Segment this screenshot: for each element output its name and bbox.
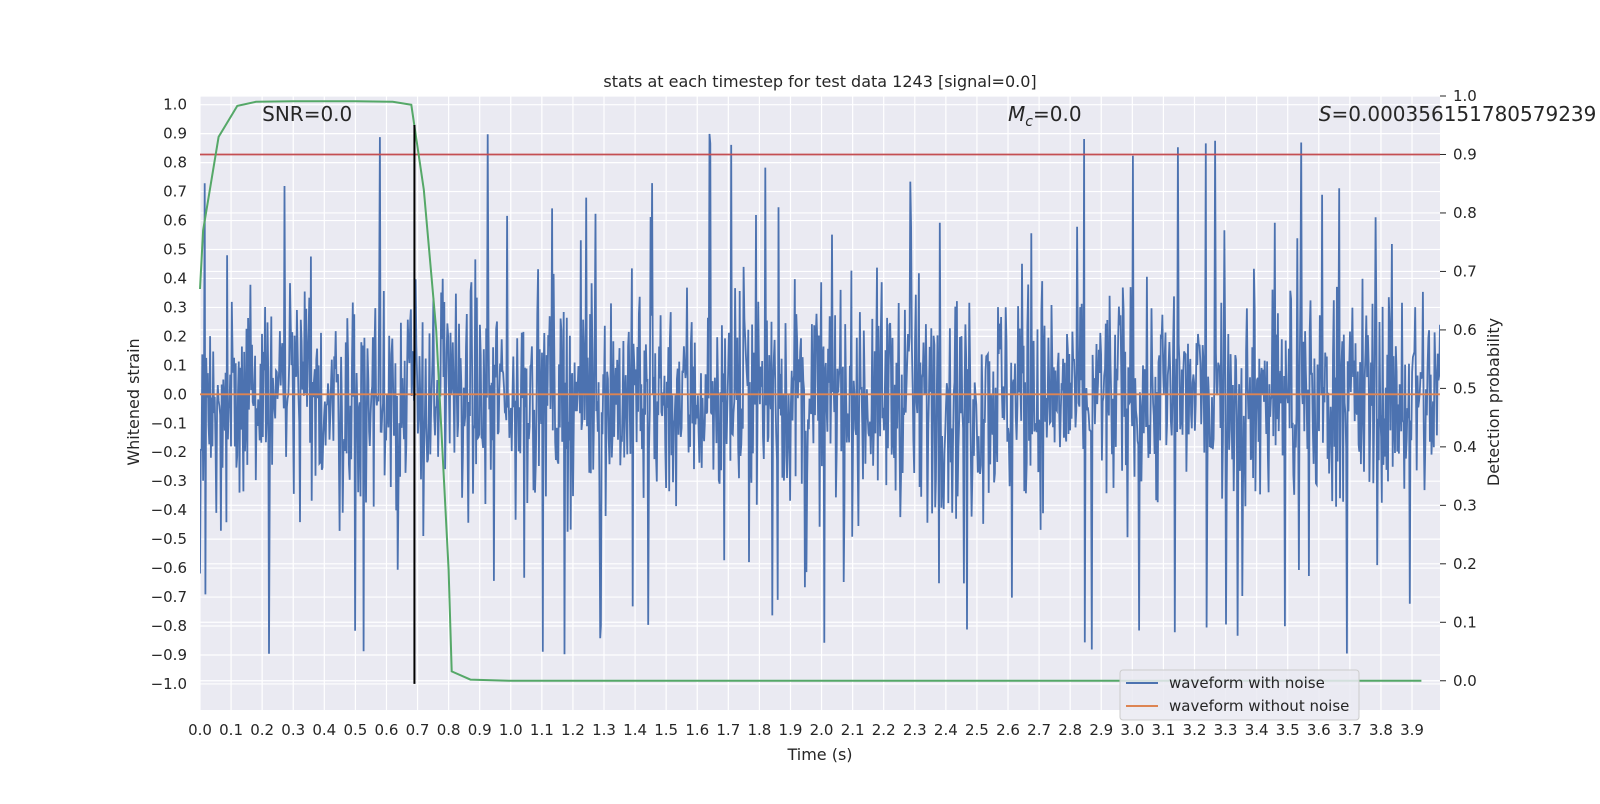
annotation-snr: SNR=0.0 <box>262 102 352 126</box>
x-tick-label: 2.8 <box>1058 721 1082 739</box>
x-tick-label: 3.6 <box>1307 721 1331 739</box>
y2-tick-label: 0.1 <box>1453 613 1477 631</box>
x-tick-label: 3.5 <box>1276 721 1300 739</box>
y-tick-label: 0.9 <box>163 125 187 143</box>
x-tick-label: 3.0 <box>1120 721 1144 739</box>
x-tick-label: 0.6 <box>375 721 399 739</box>
y-tick-label: −0.4 <box>151 501 187 519</box>
x-tick-label: 2.6 <box>996 721 1020 739</box>
x-tick-label: 0.8 <box>437 721 461 739</box>
x-tick-label: 2.4 <box>934 721 958 739</box>
y-tick-label: −0.7 <box>151 588 187 606</box>
x-tick-label: 1.6 <box>685 721 709 739</box>
x-tick-label: 3.3 <box>1214 721 1238 739</box>
x-axis-ticks: 0.0 0.1 0.2 0.3 0.4 0.5 0.6 0.7 0.8 0.9 1.0 1.1 1.2 1… <box>188 721 1424 739</box>
x-tick-label: 2.3 <box>903 721 927 739</box>
y-tick-label: −0.5 <box>151 530 187 548</box>
y2-tick-label: 0.3 <box>1453 496 1477 514</box>
y2-tick-label: 0.4 <box>1453 438 1477 456</box>
y-tick-label: −0.8 <box>151 617 187 635</box>
x-tick-label: 1.5 <box>654 721 678 739</box>
y2-tick-label: 0.2 <box>1453 555 1477 573</box>
y-tick-label: 0.6 <box>163 212 187 230</box>
x-tick-label: 0.3 <box>281 721 305 739</box>
x-tick-label: 2.0 <box>810 721 834 739</box>
x-tick-label: 0.4 <box>312 721 336 739</box>
x-tick-label: 2.5 <box>965 721 989 739</box>
x-tick-label: 0.2 <box>250 721 274 739</box>
x-tick-label: 0.5 <box>343 721 367 739</box>
y-tick-label: 0.2 <box>163 327 187 345</box>
y-tick-label: −0.6 <box>151 559 187 577</box>
annotation-chirp-mass-symbol: M <box>1008 102 1025 126</box>
legend-box <box>1119 669 1360 721</box>
annotation-chirp-mass: Mc=0.0 <box>1008 102 1082 130</box>
series-detection-probability <box>199 100 1422 682</box>
x-tick-label: 1.0 <box>499 721 523 739</box>
y-tick-label: 0.0 <box>163 385 187 403</box>
y-axis-label: Whitened strain <box>124 338 143 465</box>
x-tick-label: 1.2 <box>561 721 585 739</box>
y-tick-label: −0.9 <box>151 646 187 664</box>
annotation-score-symbol: S <box>1319 102 1332 126</box>
x-tick-label: 0.1 <box>219 721 243 739</box>
y2-tick-label: 0.9 <box>1453 145 1477 163</box>
legend-label-clean: waveform without noise <box>1169 697 1349 715</box>
x-tick-label: 3.4 <box>1245 721 1269 739</box>
y2-tick-label: 0.8 <box>1453 204 1477 222</box>
legend-label-noisy: waveform with noise <box>1169 674 1325 692</box>
annotation-score-value: =0.000356151780579239 <box>1332 102 1597 126</box>
y-tick-label: 0.5 <box>163 241 187 259</box>
annotation-score: S=0.000356151780579239 <box>1319 102 1597 126</box>
x-tick-label: 3.1 <box>1151 721 1175 739</box>
y-tick-label: 0.1 <box>163 356 187 374</box>
x-tick-label: 0.9 <box>468 721 492 739</box>
right-axis-ticks: 1.0 0.9 0.8 0.7 0.6 0.5 0.4 0.3 0.2 0.1 0.0 <box>1440 87 1477 690</box>
y-tick-label: 0.7 <box>163 183 187 201</box>
y-tick-label: −1.0 <box>151 675 187 693</box>
x-tick-label: 2.2 <box>872 721 896 739</box>
y-tick-label: −0.1 <box>151 414 187 432</box>
y2-tick-label: 1.0 <box>1453 87 1477 105</box>
x-tick-label: 2.9 <box>1089 721 1113 739</box>
annotation-chirp-mass-value: =0.0 <box>1033 102 1082 126</box>
x-tick-label: 1.8 <box>747 721 771 739</box>
x-tick-label: 1.1 <box>530 721 554 739</box>
series-waveform-with-noise <box>200 133 1440 655</box>
x-tick-label: 3.7 <box>1338 721 1362 739</box>
x-tick-label: 3.2 <box>1183 721 1207 739</box>
y-tick-label: 0.4 <box>163 269 187 287</box>
y2-tick-label: 0.0 <box>1453 672 1477 690</box>
annotation-chirp-mass-subscript: c <box>1025 114 1033 130</box>
y2-axis-label: Detection probability <box>1484 318 1503 486</box>
x-axis-label: Time (s) <box>786 745 852 764</box>
y-tick-label: 0.3 <box>163 298 187 316</box>
x-tick-label: 0.0 <box>188 721 212 739</box>
plot-layer <box>200 133 1440 655</box>
x-tick-label: 2.7 <box>1027 721 1051 739</box>
y-tick-label: 1.0 <box>163 96 187 114</box>
x-tick-label: 1.3 <box>592 721 616 739</box>
y-tick-label: 0.8 <box>163 154 187 172</box>
x-tick-label: 3.9 <box>1400 721 1424 739</box>
chart-title: stats at each timestep for test data 124… <box>603 72 1036 91</box>
y2-tick-label: 0.6 <box>1453 321 1477 339</box>
y-tick-label: −0.3 <box>151 472 187 490</box>
left-axis-ticks: 1.0 0.9 0.8 0.7 0.6 0.5 0.4 0.3 0.2 0.1 0.0 −0.1 −0.… <box>151 96 187 693</box>
x-tick-label: 3.8 <box>1369 721 1393 739</box>
x-tick-label: 1.4 <box>623 721 647 739</box>
legend: waveform with noise waveform without noi… <box>1119 669 1360 721</box>
x-tick-label: 2.1 <box>841 721 865 739</box>
x-tick-label: 0.7 <box>406 721 430 739</box>
y-tick-label: −0.2 <box>151 443 187 461</box>
x-tick-label: 1.7 <box>716 721 740 739</box>
x-tick-label: 1.9 <box>779 721 803 739</box>
y2-tick-label: 0.7 <box>1453 262 1477 280</box>
y2-tick-label: 0.5 <box>1453 379 1477 397</box>
